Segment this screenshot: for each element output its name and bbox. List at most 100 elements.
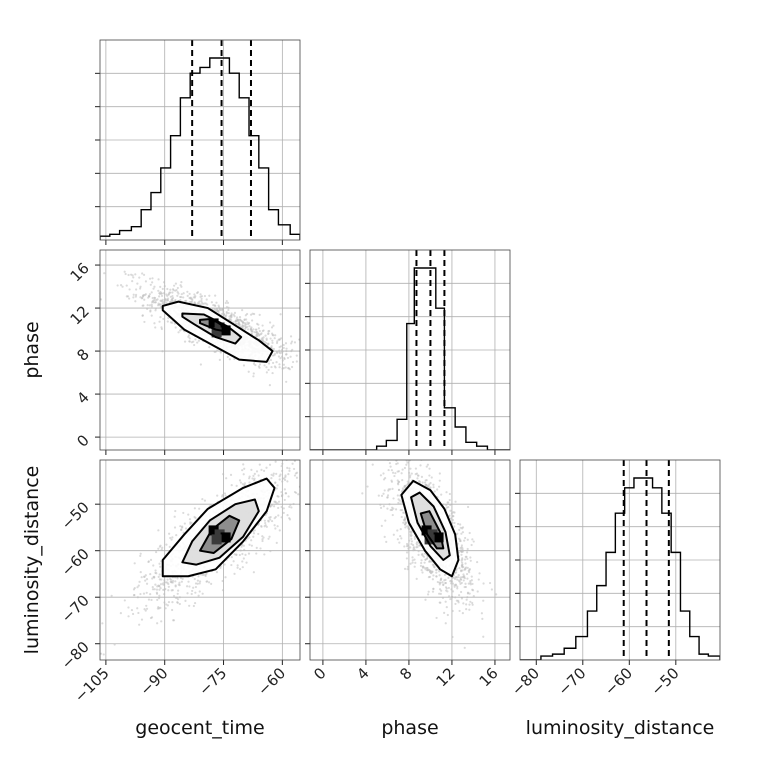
scatter-point — [361, 492, 364, 495]
scatter-point — [243, 467, 246, 470]
scatter-point — [93, 614, 95, 616]
scatter-point — [230, 563, 233, 567]
scatter-point — [196, 582, 199, 585]
scatter-point — [208, 345, 211, 349]
scatter-point — [305, 355, 307, 357]
scatter-point — [250, 544, 253, 547]
scatter-point — [318, 480, 320, 482]
scatter-point — [382, 505, 385, 508]
scatter-point — [235, 553, 238, 556]
scatter-point — [158, 573, 161, 576]
scatter-point — [149, 310, 152, 313]
y-tick-label: 16 — [67, 259, 93, 285]
scatter-point — [165, 581, 168, 584]
scatter-point — [290, 506, 293, 509]
scatter-point — [402, 521, 405, 524]
scatter-point — [380, 456, 382, 458]
scatter-point — [456, 532, 459, 535]
scatter-point — [452, 514, 455, 518]
scatter-point — [270, 438, 272, 440]
scatter-point — [275, 472, 278, 475]
scatter-point — [240, 545, 243, 548]
scatter-point — [465, 603, 468, 606]
scatter-point — [153, 285, 156, 288]
scatter-point — [230, 315, 233, 318]
scatter-point — [271, 371, 274, 375]
scatter-point — [141, 295, 144, 298]
scatter-point — [233, 311, 237, 314]
scatter-point — [394, 508, 398, 511]
scatter-point — [398, 455, 400, 457]
scatter-point — [184, 527, 188, 530]
scatter-point — [223, 563, 226, 566]
scatter-point — [277, 355, 280, 358]
scatter-point — [202, 573, 205, 576]
scatter-point — [285, 353, 288, 356]
scatter-point — [438, 485, 441, 488]
scatter-point — [188, 340, 191, 343]
scatter-point — [131, 279, 134, 283]
scatter-point — [166, 578, 169, 581]
scatter-point — [247, 370, 250, 373]
scatter-point — [230, 484, 233, 487]
scatter-point — [178, 602, 181, 606]
scatter-point — [159, 565, 162, 568]
scatter-point — [403, 545, 406, 548]
scatter-point — [280, 494, 284, 498]
scatter-point — [440, 589, 443, 592]
scatter-point — [139, 592, 142, 596]
scatter-point — [188, 585, 191, 588]
scatter-point — [233, 553, 236, 556]
scatter-point — [253, 478, 256, 482]
scatter-point — [293, 460, 296, 463]
scatter-point — [131, 612, 135, 616]
scatter-point — [193, 293, 196, 296]
scatter-point — [396, 462, 399, 465]
scatter-point — [288, 469, 291, 472]
scatter-point — [416, 474, 420, 477]
scatter-point — [283, 477, 286, 480]
y-axis-label-luminosity_distance: luminosity_distance — [21, 466, 43, 655]
scatter-point — [162, 292, 165, 295]
scatter-point — [248, 543, 251, 546]
scatter-point — [166, 604, 169, 607]
scatter-point — [176, 294, 179, 297]
scatter-point — [404, 521, 407, 524]
scatter-point — [482, 635, 485, 638]
scatter-point — [387, 468, 390, 472]
scatter-point — [193, 601, 197, 605]
scatter-point — [198, 590, 201, 593]
scatter-point — [296, 440, 298, 442]
scatter-point — [261, 539, 264, 543]
x-axis-label-luminosity_distance: luminosity_distance — [526, 717, 715, 739]
scatter-point — [271, 341, 274, 344]
scatter-point — [273, 524, 276, 527]
scatter-point — [222, 473, 225, 476]
scatter-point — [468, 603, 471, 606]
scatter-point — [275, 361, 278, 364]
scatter-point — [377, 494, 380, 497]
scatter-point — [174, 509, 177, 513]
scatter-point — [397, 498, 400, 501]
scatter-point — [255, 552, 258, 555]
scatter-point — [269, 358, 273, 362]
scatter-point — [177, 589, 180, 592]
scatter-point — [261, 535, 264, 538]
scatter-point — [462, 573, 465, 576]
scatter-point — [250, 539, 253, 542]
scatter-point — [201, 497, 204, 501]
scatter-point — [182, 296, 185, 299]
scatter-point — [194, 582, 198, 585]
scatter-point — [196, 341, 199, 344]
scatter-point — [272, 347, 275, 351]
scatter-point — [435, 616, 438, 620]
scatter-point — [245, 318, 248, 321]
scatter-point — [237, 318, 240, 321]
scatter-point — [278, 363, 281, 366]
panel-frame — [309, 459, 511, 661]
scatter-point — [303, 379, 305, 381]
scatter-point — [261, 329, 264, 333]
scatter-point — [272, 334, 275, 337]
scatter-point — [421, 554, 424, 557]
scatter-point — [157, 289, 160, 292]
